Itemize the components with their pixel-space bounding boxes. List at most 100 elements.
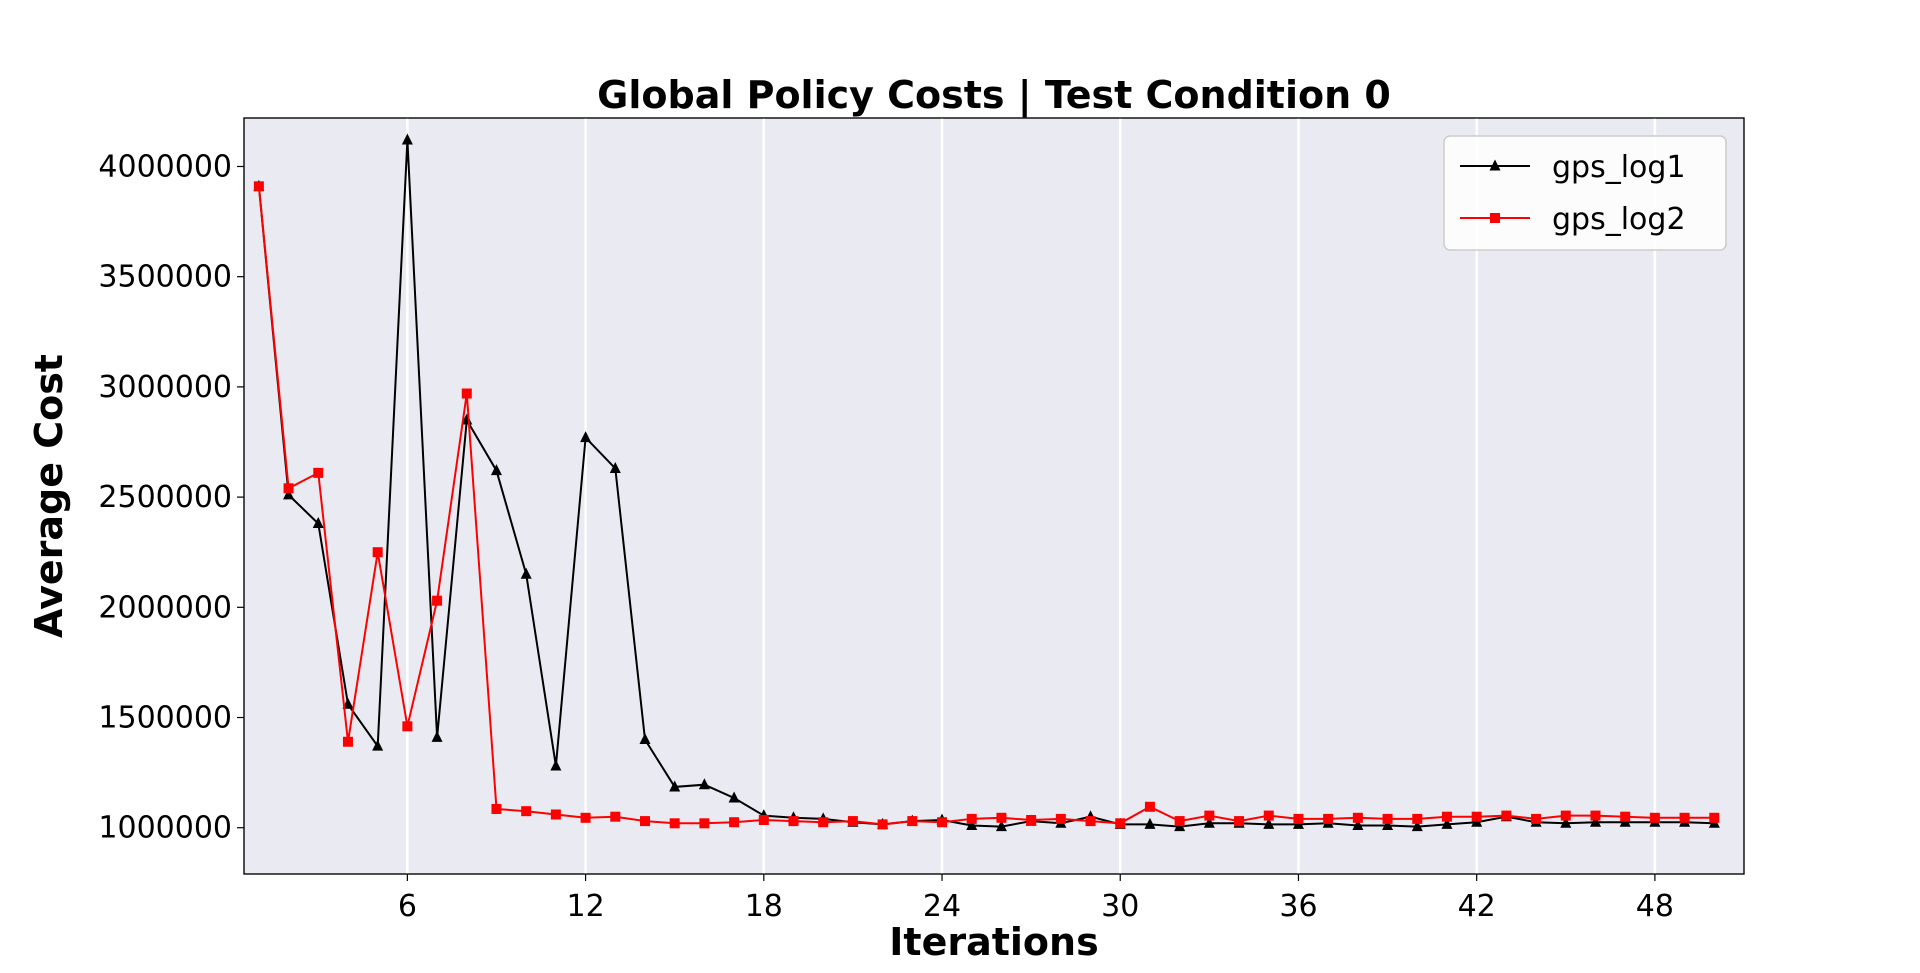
data-point bbox=[580, 812, 591, 823]
data-point bbox=[431, 730, 443, 742]
data-point bbox=[372, 547, 383, 558]
data-point bbox=[1560, 810, 1571, 821]
data-point bbox=[937, 817, 948, 828]
data-point bbox=[1501, 810, 1512, 821]
data-point bbox=[1560, 816, 1572, 828]
data-point bbox=[550, 809, 561, 820]
data-point bbox=[728, 791, 740, 803]
data-point bbox=[1026, 815, 1037, 825]
data-point bbox=[1055, 813, 1066, 824]
data-point bbox=[253, 181, 264, 192]
data-point bbox=[1085, 816, 1096, 827]
series-gps_log2 bbox=[253, 181, 1720, 830]
data-point bbox=[847, 816, 858, 827]
x-tick-label: 48 bbox=[1636, 889, 1674, 924]
x-tick-label: 36 bbox=[1279, 889, 1317, 924]
y-tick-label: 2500000 bbox=[98, 480, 232, 515]
data-point bbox=[580, 431, 592, 443]
data-point bbox=[342, 697, 354, 709]
data-point bbox=[729, 817, 740, 828]
data-point bbox=[1412, 813, 1423, 824]
data-point bbox=[1620, 811, 1631, 822]
data-point bbox=[491, 803, 502, 814]
y-tick-label: 1500000 bbox=[98, 701, 232, 736]
data-point bbox=[312, 517, 324, 529]
data-point bbox=[1352, 819, 1364, 831]
data-point bbox=[1531, 813, 1542, 824]
x-tick-label: 24 bbox=[923, 889, 961, 924]
y-tick-label: 3500000 bbox=[98, 260, 232, 295]
data-point bbox=[402, 721, 413, 732]
data-point bbox=[1590, 810, 1601, 821]
data-point bbox=[996, 812, 1007, 823]
data-point bbox=[788, 816, 799, 827]
x-tick-label: 30 bbox=[1101, 889, 1139, 924]
x-tick-label: 12 bbox=[566, 889, 604, 924]
data-point bbox=[1144, 801, 1155, 812]
legend-marker bbox=[1490, 213, 1500, 223]
data-point bbox=[1323, 813, 1334, 824]
x-tick-label: 42 bbox=[1458, 889, 1496, 924]
x-tick-label: 6 bbox=[398, 889, 417, 924]
y-tick-label: 4000000 bbox=[98, 149, 232, 184]
data-point bbox=[401, 133, 413, 145]
data-point bbox=[1382, 813, 1393, 824]
data-point bbox=[669, 780, 681, 792]
data-point bbox=[521, 806, 532, 817]
data-point bbox=[490, 464, 502, 476]
data-point bbox=[1649, 812, 1660, 823]
data-point bbox=[1263, 817, 1275, 829]
y-tick-label: 2000000 bbox=[98, 590, 232, 625]
data-point bbox=[698, 778, 710, 790]
data-point bbox=[1203, 816, 1215, 828]
data-point bbox=[995, 820, 1007, 832]
series-layer bbox=[253, 133, 1720, 832]
data-point bbox=[1174, 816, 1185, 827]
data-point bbox=[1471, 811, 1482, 822]
y-tick-label: 3000000 bbox=[98, 370, 232, 405]
data-point bbox=[1293, 813, 1304, 824]
data-point bbox=[520, 567, 532, 579]
data-point bbox=[313, 467, 324, 478]
legend-label: gps_log1 bbox=[1552, 150, 1686, 185]
data-point bbox=[818, 817, 829, 828]
data-point bbox=[907, 816, 918, 827]
data-point bbox=[1411, 820, 1423, 832]
y-tick-label: 1000000 bbox=[98, 811, 232, 846]
data-point bbox=[1263, 810, 1274, 821]
data-point bbox=[283, 488, 295, 500]
data-point bbox=[1382, 819, 1394, 831]
data-point bbox=[610, 811, 621, 822]
data-point bbox=[342, 736, 353, 747]
data-point bbox=[639, 816, 650, 827]
plot-frame bbox=[243, 117, 1745, 875]
data-point bbox=[966, 819, 978, 831]
data-point bbox=[1679, 812, 1690, 823]
data-point bbox=[1115, 818, 1126, 829]
y-axis-label: Average Cost bbox=[27, 354, 71, 638]
x-tick-label: 18 bbox=[745, 889, 783, 924]
legend-marker bbox=[1489, 159, 1501, 171]
data-point bbox=[1441, 811, 1452, 822]
x-axis-label: Iterations bbox=[889, 920, 1098, 964]
data-point bbox=[1204, 810, 1215, 821]
chart-title: Global Policy Costs | Test Condition 0 bbox=[597, 73, 1391, 118]
data-point bbox=[1144, 817, 1156, 829]
data-point bbox=[966, 813, 977, 824]
data-point bbox=[550, 759, 562, 771]
data-point bbox=[1234, 816, 1245, 827]
data-point bbox=[877, 819, 888, 830]
legend: gps_log1 gps_log2 bbox=[1443, 135, 1727, 251]
data-point bbox=[283, 483, 294, 494]
data-point bbox=[639, 733, 651, 745]
data-point bbox=[1352, 812, 1363, 823]
data-point bbox=[1441, 817, 1453, 829]
x-axis: 6 12 18 24 30 36 42 48 bbox=[398, 874, 1674, 924]
data-point bbox=[758, 815, 769, 825]
data-point bbox=[609, 461, 621, 473]
data-point bbox=[372, 739, 384, 751]
data-point bbox=[669, 818, 680, 829]
legend-label: gps_log2 bbox=[1552, 202, 1686, 237]
data-point bbox=[461, 388, 472, 399]
